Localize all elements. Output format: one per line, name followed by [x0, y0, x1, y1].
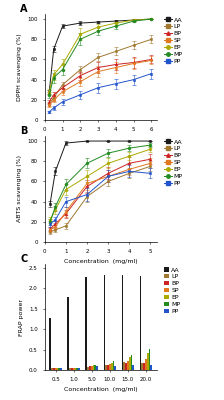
Bar [95, 365, 96, 370]
Bar [131, 354, 132, 370]
Bar [51, 368, 53, 370]
Bar [151, 365, 152, 370]
Bar [89, 366, 91, 370]
Bar [75, 368, 76, 370]
X-axis label: Concentration  (mg/ml): Concentration (mg/ml) [64, 138, 138, 142]
Bar [107, 365, 109, 370]
Bar [53, 368, 55, 370]
Bar [111, 363, 112, 370]
Bar [67, 297, 69, 370]
X-axis label: Concentration  (mg/ml): Concentration (mg/ml) [64, 260, 138, 264]
Bar [73, 368, 75, 370]
Bar [103, 276, 105, 370]
X-axis label: Concentration  (mg/ml): Concentration (mg/ml) [64, 388, 138, 392]
Y-axis label: FRAP power: FRAP power [19, 298, 24, 336]
Text: A: A [20, 4, 28, 14]
Bar [76, 368, 78, 370]
Bar [140, 276, 141, 370]
Bar [96, 366, 98, 370]
Bar [91, 366, 93, 370]
Bar [58, 368, 60, 370]
Bar [141, 363, 143, 370]
Bar [143, 364, 145, 370]
Bar [123, 362, 125, 370]
Bar [87, 367, 89, 370]
Y-axis label: ABTS scavenging (%): ABTS scavenging (%) [17, 156, 22, 222]
Legend: AA, LP, BP, SP, EP, MP, PP: AA, LP, BP, SP, EP, MP, PP [164, 267, 180, 314]
Text: B: B [20, 126, 28, 136]
Bar [93, 365, 95, 370]
Bar [122, 276, 123, 370]
Text: C: C [20, 254, 27, 264]
Bar [145, 358, 147, 370]
Bar [78, 368, 80, 370]
Bar [127, 361, 129, 370]
Bar [149, 349, 151, 370]
Bar [56, 368, 58, 370]
Legend: AA, LP, BP, SP, EP, MP, PP: AA, LP, BP, SP, EP, MP, PP [164, 17, 183, 64]
Bar [147, 353, 149, 370]
Bar [71, 368, 73, 370]
Bar [114, 366, 116, 370]
Bar [112, 361, 114, 370]
Bar [125, 364, 127, 370]
Legend: AA, LP, BP, SP, EP, MP, PP: AA, LP, BP, SP, EP, MP, PP [164, 139, 183, 186]
Bar [60, 368, 62, 370]
Bar [109, 364, 111, 370]
Bar [132, 365, 134, 370]
Bar [49, 318, 51, 370]
Y-axis label: DPPH scavenging (%): DPPH scavenging (%) [17, 33, 22, 101]
Bar [69, 368, 71, 370]
Bar [85, 277, 87, 370]
Bar [129, 357, 131, 370]
Bar [105, 365, 107, 370]
Bar [55, 368, 56, 370]
